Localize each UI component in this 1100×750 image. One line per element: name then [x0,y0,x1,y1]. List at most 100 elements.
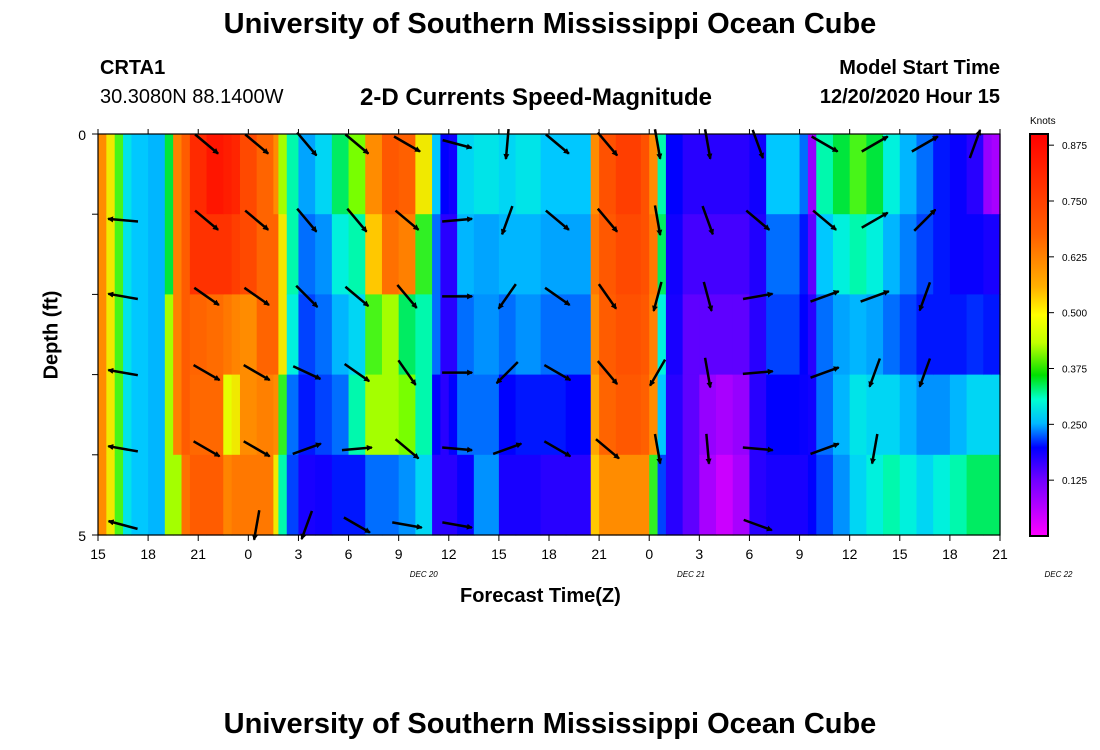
x-axis: 15 18 21 0 3 6 9 12 15 18 21 0 3 6 9 12 15 18 21 DEC 20 DEC … [90,129,1073,579]
heat-cell [106,374,116,456]
x-tick-label: 12 [842,546,858,562]
current-arrow [346,207,368,233]
heat-cell [766,214,801,295]
heat-cell [173,454,183,536]
y-tick-label: 0 [78,127,86,143]
heat-cell [239,134,258,215]
current-arrow [653,433,663,465]
current-arrow [742,368,774,376]
heat-cell [966,294,984,376]
x-tick-label: 21 [992,546,1008,562]
heat-cell [498,134,517,215]
current-arrow [918,358,932,388]
heat-cell [933,214,951,295]
heat-cell [590,454,600,536]
heat-cell [114,134,124,215]
colorbar-tick-label: 0.750 [1062,197,1087,208]
current-arrow [394,438,420,460]
heat-cell [849,374,867,456]
heat-cell [473,214,500,295]
heat-cell [331,134,350,215]
heat-cell [849,134,867,215]
heat-cell [649,294,659,376]
heat-cell [899,374,918,456]
heat-cell [657,374,667,456]
current-arrow [296,131,318,157]
heat-cell [440,214,450,295]
heat-cell [540,454,567,536]
heat-cell [415,374,433,456]
heat-cell [933,374,951,456]
heat-cell [432,134,442,215]
heat-cell [256,454,274,536]
heat-cell [615,214,642,295]
current-arrow [705,433,712,465]
heat-cell [615,454,642,536]
heat-cell [949,294,968,376]
heat-cell [515,214,542,295]
heat-cell [599,214,617,295]
heat-cell [114,214,124,295]
heat-cell [473,134,500,215]
colorbar-tick-label: 0.125 [1062,476,1087,487]
heat-cell [315,454,333,536]
heat-cell [231,134,241,215]
heat-cell [164,294,174,376]
heat-cell [498,294,517,376]
heat-cell [716,294,734,376]
heat-cell [515,374,542,456]
heat-cell [665,214,684,295]
heat-cell [866,134,884,215]
x-tick-label: 15 [892,546,908,562]
heat-cell [348,294,366,376]
heat-cell [98,294,107,376]
heat-cell [883,134,901,215]
heat-cell [866,454,884,536]
heat-cell [749,294,767,376]
current-arrow [810,135,839,153]
heat-cell [415,454,433,536]
heat-cell [983,374,993,456]
heat-cell [206,134,224,215]
heat-cell [98,374,107,456]
heat-cell [590,374,600,456]
heat-cell [949,454,968,536]
heat-cell [657,214,667,295]
heat-cell [164,374,174,456]
heat-cell [565,454,592,536]
heat-cell [699,454,717,536]
current-arrow [543,364,572,382]
heat-cell [640,214,650,295]
heat-cell [457,294,475,376]
heat-cell [98,454,107,536]
model-start-value: 12/20/2020 Hour 15 [819,86,1000,108]
x-tick-label: 0 [645,546,653,562]
heat-cell [223,214,233,295]
heat-cell [540,374,567,456]
heat-cell [315,294,333,376]
heat-cell [807,134,817,215]
heat-cell [540,214,567,295]
heat-cell [231,374,241,456]
heat-cell [415,294,433,376]
heat-cell [131,134,149,215]
heat-cell [239,374,258,456]
heat-cell [440,294,450,376]
heat-cell [807,294,817,376]
heat-cell [640,134,650,215]
x-tick-label: 18 [140,546,156,562]
heat-cell [365,214,383,295]
heat-cell [916,454,934,536]
heat-cell [239,454,258,536]
current-arrow [653,205,663,236]
heat-cell [106,454,116,536]
current-arrow [745,209,771,231]
heat-cell [749,374,767,456]
heat-cell [883,214,901,295]
heat-cell [699,214,717,295]
heat-cell [286,454,300,536]
heat-cell [381,374,400,456]
heat-cell [273,214,279,295]
heat-cell [590,214,600,295]
current-arrow [968,128,982,159]
